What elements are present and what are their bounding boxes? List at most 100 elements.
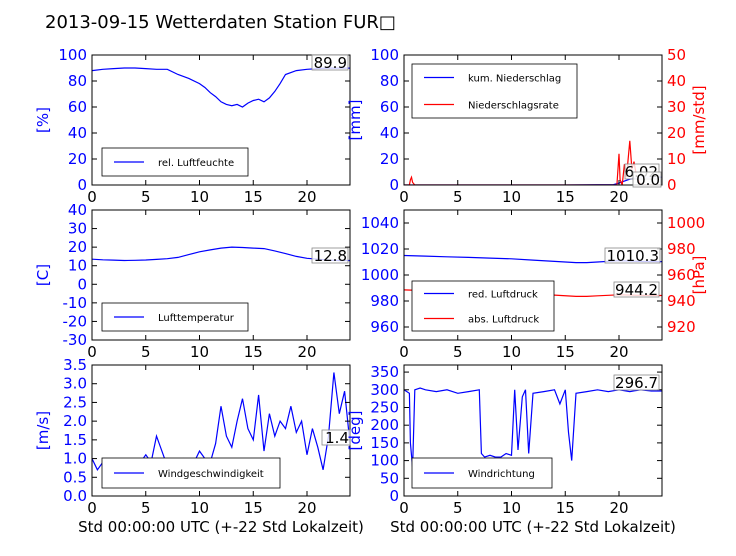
y-tick-label: 0	[389, 176, 399, 194]
y-tick-label: 60	[68, 98, 87, 116]
legend-label: Lufttemperatur	[158, 313, 235, 324]
y-tick-label: 1020	[361, 240, 399, 258]
y-axis-label: [C]	[34, 264, 52, 286]
y-tick-label: 2.0	[63, 412, 87, 430]
x-tick-label: 20	[609, 499, 628, 517]
value-annotation-box	[613, 374, 660, 391]
series-line	[92, 246, 350, 262]
legend-label: red. Luftdruck	[468, 290, 538, 301]
value-annotation-box	[613, 281, 660, 298]
y-tick-label: 80	[380, 72, 399, 90]
x-tick-label: 0	[87, 188, 97, 206]
x-tick-label: 20	[297, 343, 316, 361]
y-tick-label: 20	[68, 150, 87, 168]
x-tick-label: 15	[556, 343, 575, 361]
legend-label: rel. Luftfeuchte	[158, 158, 234, 169]
legend-label: kum. Niederschlag	[468, 74, 561, 85]
plot-frame	[91, 54, 351, 186]
y-tick-label: 40	[68, 201, 87, 219]
y2-axis-label: [hPa]	[690, 256, 708, 295]
y-tick-label: 40	[380, 124, 399, 142]
y-tick-label: 1040	[361, 214, 399, 232]
x-tick-label: 0	[87, 499, 97, 517]
plot-frame	[91, 209, 351, 341]
y-tick-label: 80	[68, 72, 87, 90]
y-tick-label: 1.5	[63, 431, 87, 449]
value-annotation: 1.4	[325, 429, 349, 447]
value-annotation-box	[604, 247, 661, 264]
y-tick-label: 150	[370, 434, 399, 452]
chart-panel: 0 5 10 15 20-30-20-10010203040[C]12.8Lufttem…	[34, 201, 351, 361]
value-annotation: 296.7	[615, 374, 658, 392]
value-annotation: 89.9	[314, 54, 347, 72]
y-tick-label: 0.0	[63, 487, 87, 505]
y-tick-label: 300	[370, 381, 399, 399]
y-tick-label: 100	[58, 46, 87, 64]
y-tick-label: 60	[380, 98, 399, 116]
x-tick-label: 5	[141, 188, 151, 206]
series-line	[92, 67, 350, 108]
y-tick-label: 0.5	[63, 468, 87, 486]
x-tick-label: 0	[399, 343, 409, 361]
x-tick-label: 0	[399, 188, 409, 206]
x-tick-label: 10	[502, 499, 521, 517]
legend-label: Windgeschwindigkeit	[158, 469, 264, 480]
x-axis-label: Std 00:00:00 UTC (+-22 Std Lokalzeit)	[390, 518, 676, 536]
plot-frame	[403, 54, 663, 186]
x-tick-label: 5	[453, 188, 463, 206]
value-annotation: 1010.3	[607, 247, 660, 265]
y-axis-label: [%]	[34, 107, 52, 133]
y-tick-label: 100	[370, 46, 399, 64]
y-tick-label: 40	[68, 124, 87, 142]
y-tick-label: 3.5	[63, 356, 87, 374]
y2-axis-label: [mm/std]	[690, 85, 708, 154]
y-tick-label: 200	[370, 416, 399, 434]
value-annotation-box	[321, 429, 351, 446]
value-annotation: 12.8	[314, 247, 347, 265]
x-tick-label: 20	[297, 499, 316, 517]
y-tick-label: 0	[77, 275, 87, 293]
value-annotation-box	[632, 171, 662, 188]
y2-tick-label: 30	[667, 98, 686, 116]
x-tick-label: 0	[87, 343, 97, 361]
plot-frame	[403, 364, 663, 497]
y2-tick-label: 40	[667, 72, 686, 90]
x-tick-label: 10	[190, 499, 209, 517]
figure-title: 2013-09-15 Wetterdaten Station FUR□	[45, 12, 396, 33]
x-tick-label: 20	[297, 188, 316, 206]
x-tick-label: 15	[244, 188, 263, 206]
y2-tick-label: 50	[667, 46, 686, 64]
y2-tick-label: 10	[667, 150, 686, 168]
y-tick-label: 10	[68, 257, 87, 275]
legend-label: Windrichtung	[468, 469, 535, 480]
x-tick-label: 5	[453, 499, 463, 517]
value-annotation-box	[311, 247, 349, 264]
x-tick-label: 20	[609, 188, 628, 206]
x-tick-label: 15	[556, 499, 575, 517]
value-annotation: 944.2	[615, 281, 658, 299]
chart-panel: 0 5 10 15 20 960 980 1000 1020 1040 920 940 960 980 10…	[361, 209, 708, 361]
y2-tick-label: 960	[667, 266, 696, 284]
x-axis-label: Std 00:00:00 UTC (+-22 Std Lokalzeit)	[78, 518, 364, 536]
x-tick-label: 10	[502, 188, 521, 206]
x-tick-label: 15	[556, 188, 575, 206]
x-tick-label: 5	[141, 343, 151, 361]
y-tick-label: 250	[370, 398, 399, 416]
y-tick-label: 3.0	[63, 375, 87, 393]
legend-box	[411, 63, 578, 119]
x-tick-label: 15	[244, 499, 263, 517]
y-tick-label: -30	[63, 331, 88, 349]
x-tick-label: 0	[399, 499, 409, 517]
y2-tick-label: 1000	[667, 214, 705, 232]
y2-tick-label: 940	[667, 292, 696, 310]
y-tick-label: 2.5	[63, 393, 87, 411]
y-tick-label: 1.0	[63, 450, 87, 468]
y-tick-label: -20	[63, 312, 88, 330]
y2-tick-label: 980	[667, 240, 696, 258]
x-tick-label: 5	[141, 499, 151, 517]
y-tick-label: 20	[68, 238, 87, 256]
y-axis-label: [m/s]	[34, 411, 52, 450]
